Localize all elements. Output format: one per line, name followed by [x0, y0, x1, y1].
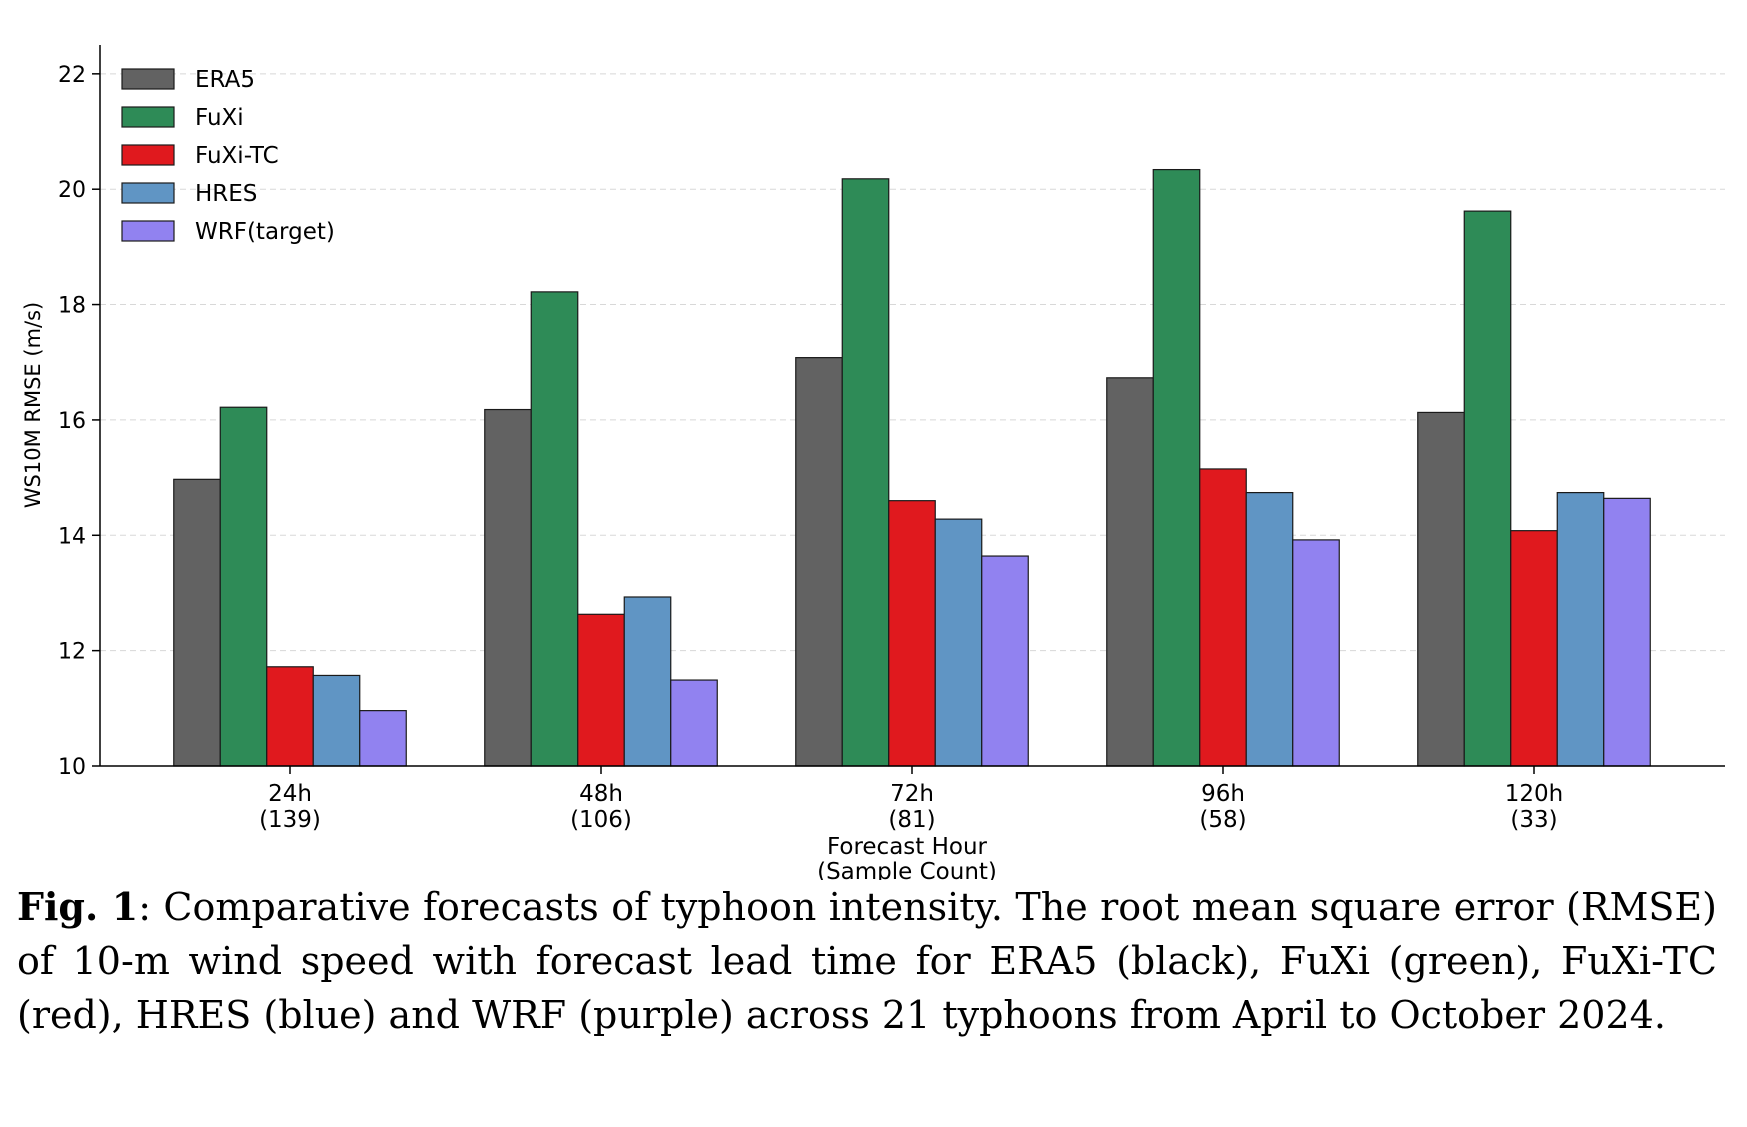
bar-fuxi-48h [530, 291, 579, 767]
legend-swatch [121, 106, 175, 128]
bar-wrf-target--120h [1603, 497, 1651, 767]
bar-fuxi-tc-48h [577, 613, 625, 767]
y-tick-label: 22 [58, 63, 86, 88]
bar-wrf-target--48h [670, 679, 718, 767]
bar-era5-48h [484, 408, 532, 767]
bars [173, 168, 1651, 767]
bar-fuxi-tc-96h [1199, 468, 1247, 767]
bar-hres-72h [934, 518, 983, 767]
legend-swatch [121, 182, 175, 204]
y-tick-label: 14 [58, 524, 86, 549]
bar-era5-96h [1106, 377, 1154, 767]
legend-label: FuXi-TC [195, 143, 279, 169]
x-tick-sample-count: (81) [888, 807, 935, 833]
legend-label: FuXi [195, 105, 244, 131]
x-axis-label-line2: (Sample Count) [817, 859, 997, 880]
bar-era5-24h [173, 478, 221, 767]
x-tick-sample-count: (33) [1510, 807, 1557, 833]
legend-swatch [121, 144, 175, 166]
y-tick-label: 18 [58, 294, 86, 319]
x-tick-label: 120h [1505, 781, 1563, 807]
bar-fuxi-tc-24h [266, 666, 314, 767]
x-tick-label: 48h [579, 781, 623, 807]
bar-era5-72h [795, 357, 843, 767]
y-axis-label: WS10M RMSE (m/s) [21, 302, 45, 508]
bar-fuxi-24h [219, 406, 268, 767]
x-tick-label: 72h [890, 781, 934, 807]
legend-label: ERA5 [195, 67, 255, 93]
x-axis-label-line1: Forecast Hour [827, 834, 988, 860]
bar-hres-96h [1245, 491, 1294, 767]
figure-label: Fig. 1 [17, 884, 139, 929]
bar-hres-120h [1556, 491, 1605, 767]
bar-wrf-target--96h [1292, 539, 1340, 767]
x-tick-label: 24h [268, 781, 312, 807]
x-tick-sample-count: (139) [259, 807, 321, 833]
tick-labels: 10 12 14 16 18 20 22 24h(139) 48h(106) 72h(81) 96h… [58, 63, 1563, 833]
legend-label: WRF(target) [195, 219, 335, 245]
bar-era5-120h [1417, 411, 1465, 767]
x-tick-sample-count: (58) [1199, 807, 1246, 833]
axes [92, 45, 1725, 774]
legend-label: HRES [195, 181, 257, 207]
caption-text: : Comparative forecasts of typhoon inten… [17, 885, 1717, 1037]
bar-fuxi-tc-72h [888, 500, 936, 767]
bar-hres-48h [623, 596, 672, 767]
x-tick-label: 96h [1201, 781, 1245, 807]
figure-caption: Fig. 1: Comparative forecasts of typhoon… [17, 880, 1717, 1042]
legend-swatch [121, 220, 175, 242]
x-tick-sample-count: (106) [570, 807, 632, 833]
y-tick-label: 20 [58, 178, 86, 203]
bar-fuxi-96h [1152, 168, 1201, 767]
bar-fuxi-72h [841, 178, 890, 767]
y-tick-label: 16 [58, 409, 86, 434]
bar-wrf-target--24h [359, 710, 407, 767]
y-tick-label: 10 [58, 755, 86, 780]
legend-swatch [121, 68, 175, 90]
bar-chart: 10 12 14 16 18 20 22 24h(139) 48h(106) 72h(81) 96h… [21, 45, 1725, 880]
bar-hres-24h [312, 674, 361, 767]
y-tick-label: 12 [58, 640, 86, 665]
bar-fuxi-120h [1463, 210, 1512, 767]
legend: ERA5 FuXi FuXi-TC HRES WRF(target) [121, 67, 335, 245]
bar-fuxi-tc-120h [1510, 530, 1558, 767]
bar-wrf-target--72h [981, 555, 1029, 767]
